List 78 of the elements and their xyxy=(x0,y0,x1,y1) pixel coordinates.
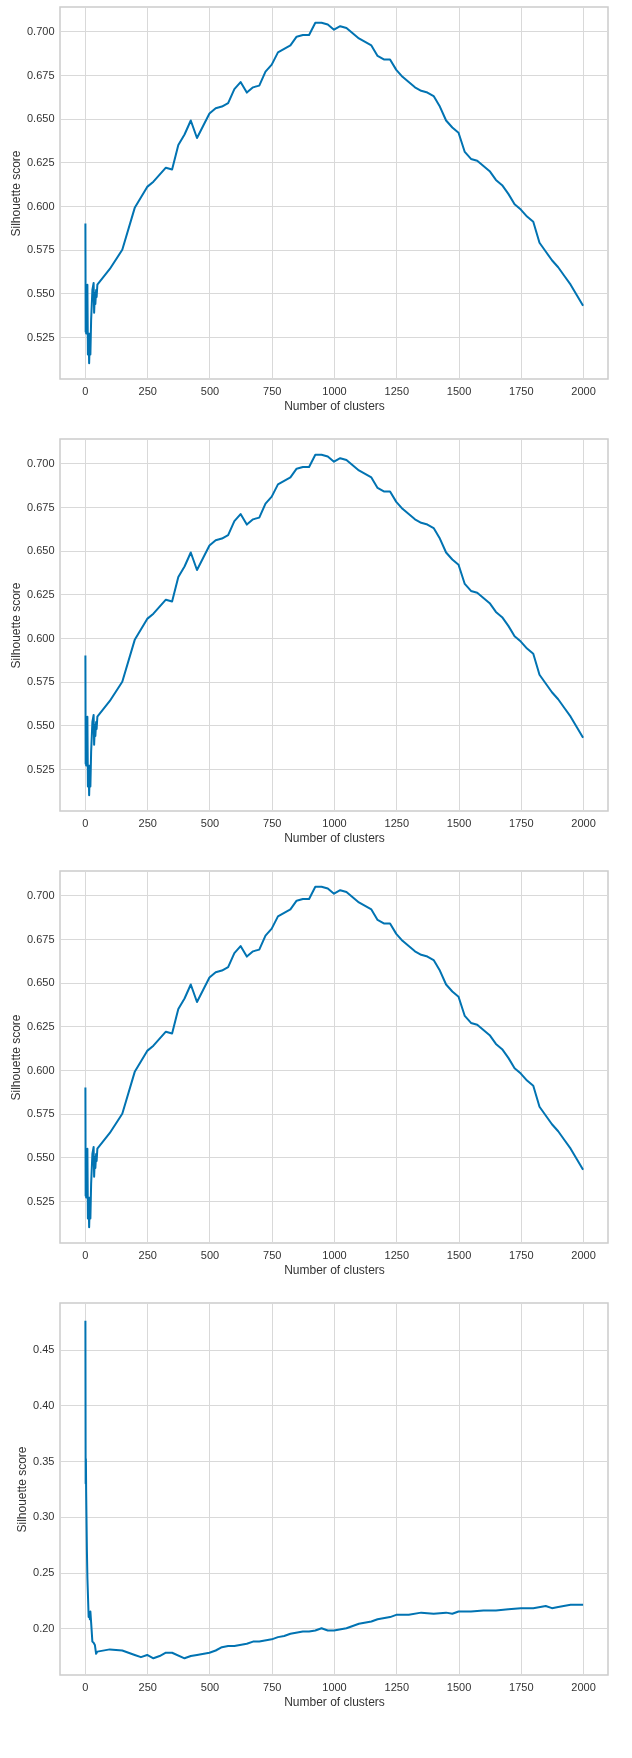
y-tick-label: 0.675 xyxy=(26,932,55,945)
y-axis-title: Silhouette score xyxy=(15,1446,30,1533)
x-tick-label: 750 xyxy=(263,816,282,829)
y-tick-label: 0.525 xyxy=(26,762,55,775)
y-tick-label: 0.600 xyxy=(26,199,55,212)
y-tick-label: 0.30 xyxy=(33,1510,55,1523)
x-tick-label: 1000 xyxy=(322,1248,347,1261)
x-tick-label: 1750 xyxy=(509,816,534,829)
y-tick-label: 0.700 xyxy=(26,24,55,37)
x-tick-label: 500 xyxy=(200,384,220,397)
y-tick-label: 0.550 xyxy=(26,286,55,299)
x-tick-label: 1250 xyxy=(384,1680,410,1693)
y-axis-title: Silhouette score xyxy=(8,1014,23,1101)
y-tick-label: 0.650 xyxy=(26,976,55,989)
x-tick-label: 250 xyxy=(138,1680,157,1693)
line-series xyxy=(84,453,585,797)
y-axis-title: Silhouette score xyxy=(8,150,23,237)
x-tick-label: 1250 xyxy=(384,384,410,397)
x-tick-label: 250 xyxy=(138,1248,157,1261)
y-tick-label: 0.600 xyxy=(26,631,55,644)
x-tick-label: 750 xyxy=(263,384,282,397)
x-tick-label: 1000 xyxy=(322,816,347,829)
x-tick-label: 250 xyxy=(138,816,157,829)
x-tick-label: 0 xyxy=(82,1248,89,1261)
y-tick-label: 0.625 xyxy=(26,1019,55,1032)
x-tick-label: 1500 xyxy=(446,384,472,397)
x-axis-title: Number of clusters xyxy=(284,1262,385,1277)
y-tick-label: 0.20 xyxy=(33,1621,55,1634)
y-tick-label: 0.25 xyxy=(33,1566,55,1579)
x-tick-label: 1500 xyxy=(446,1248,472,1261)
y-tick-label: 0.40 xyxy=(33,1398,55,1411)
x-axis-title: Number of clusters xyxy=(284,398,385,413)
x-tick-label: 1500 xyxy=(446,1680,472,1693)
y-tick-label: 0.575 xyxy=(26,1107,55,1120)
y-tick-label: 0.625 xyxy=(26,587,55,600)
x-tick-label: 2000 xyxy=(571,1248,596,1261)
y-tick-label: 0.650 xyxy=(26,112,55,125)
y-tick-label: 0.675 xyxy=(26,68,55,81)
x-tick-label: 0 xyxy=(82,816,89,829)
x-tick-label: 2000 xyxy=(571,384,596,397)
x-tick-label: 2000 xyxy=(571,1680,596,1693)
x-tick-label: 1500 xyxy=(446,816,472,829)
y-tick-label: 0.600 xyxy=(26,1063,55,1076)
y-tick-label: 0.650 xyxy=(26,544,55,557)
y-tick-label: 0.525 xyxy=(26,330,55,343)
y-tick-label: 0.575 xyxy=(26,243,55,256)
x-tick-label: 500 xyxy=(200,1680,220,1693)
x-tick-label: 1000 xyxy=(322,1680,347,1693)
line-series xyxy=(84,1319,585,1660)
x-tick-label: 1250 xyxy=(384,816,410,829)
line-series xyxy=(84,21,585,365)
x-tick-label: 500 xyxy=(200,1248,220,1261)
x-tick-label: 1250 xyxy=(384,1248,410,1261)
y-tick-label: 0.575 xyxy=(26,675,55,688)
y-tick-label: 0.700 xyxy=(26,888,55,901)
x-tick-label: 750 xyxy=(263,1248,282,1261)
y-tick-label: 0.550 xyxy=(26,718,55,731)
x-tick-label: 0 xyxy=(82,384,89,397)
x-tick-label: 0 xyxy=(82,1680,89,1693)
x-axis-title: Number of clusters xyxy=(284,830,385,845)
x-tick-label: 2000 xyxy=(571,816,596,829)
y-tick-label: 0.45 xyxy=(33,1343,55,1356)
x-tick-label: 1750 xyxy=(509,384,534,397)
y-axis-title: Silhouette score xyxy=(8,582,23,669)
x-tick-label: 1000 xyxy=(322,384,347,397)
y-tick-label: 0.525 xyxy=(26,1194,55,1207)
y-tick-label: 0.550 xyxy=(26,1150,55,1163)
x-tick-label: 750 xyxy=(263,1680,282,1693)
x-axis-title: Number of clusters xyxy=(284,1694,385,1709)
y-tick-label: 0.625 xyxy=(26,155,55,168)
x-tick-label: 500 xyxy=(200,816,220,829)
y-tick-label: 0.675 xyxy=(26,500,55,513)
line-series xyxy=(84,885,585,1229)
y-tick-label: 0.700 xyxy=(26,456,55,469)
x-tick-label: 1750 xyxy=(509,1248,534,1261)
x-tick-label: 1750 xyxy=(509,1680,534,1693)
x-tick-label: 250 xyxy=(138,384,157,397)
y-tick-label: 0.35 xyxy=(33,1454,55,1467)
